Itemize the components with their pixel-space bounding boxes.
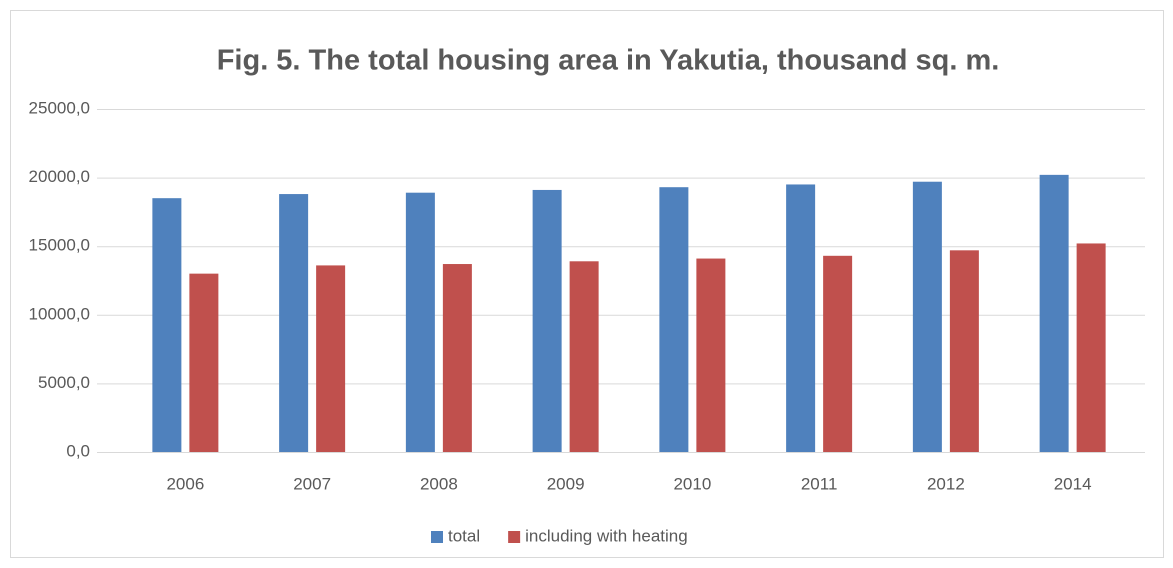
legend-label: including with heating bbox=[525, 526, 688, 545]
y-tick-label: 25000,0 bbox=[29, 98, 90, 117]
y-tick-label: 15000,0 bbox=[29, 236, 90, 255]
x-tick-label: 2014 bbox=[1054, 474, 1092, 493]
x-tick-label: 2007 bbox=[293, 474, 331, 493]
y-tick-label: 5000,0 bbox=[38, 373, 90, 392]
bar bbox=[532, 189, 562, 452]
bar bbox=[442, 264, 472, 452]
x-tick-label: 2009 bbox=[547, 474, 585, 493]
x-tick-label: 2012 bbox=[927, 474, 965, 493]
bar bbox=[823, 255, 853, 452]
bar bbox=[659, 187, 689, 453]
x-tick-label: 2011 bbox=[801, 474, 838, 493]
bar bbox=[912, 181, 942, 452]
bar bbox=[316, 265, 346, 452]
bar bbox=[949, 250, 979, 452]
bar bbox=[189, 273, 219, 452]
chart-title: Fig. 5. The total housing area in Yakuti… bbox=[217, 45, 1000, 77]
bar bbox=[152, 198, 182, 452]
bar bbox=[1076, 243, 1106, 452]
bar bbox=[1039, 174, 1069, 452]
y-tick-label: 10000,0 bbox=[29, 304, 90, 323]
legend-swatch bbox=[431, 531, 443, 543]
bar bbox=[405, 192, 435, 452]
x-tick-label: 2010 bbox=[673, 474, 711, 493]
bar bbox=[696, 258, 726, 452]
legend-swatch bbox=[508, 531, 521, 543]
x-tick-label: 2006 bbox=[166, 474, 204, 493]
legend-label: total bbox=[448, 526, 480, 545]
bar bbox=[569, 261, 599, 452]
y-tick-label: 0,0 bbox=[66, 441, 90, 460]
bar bbox=[786, 184, 816, 452]
y-tick-label: 20000,0 bbox=[29, 167, 90, 186]
bar bbox=[279, 194, 309, 452]
x-tick-label: 2008 bbox=[420, 474, 458, 493]
